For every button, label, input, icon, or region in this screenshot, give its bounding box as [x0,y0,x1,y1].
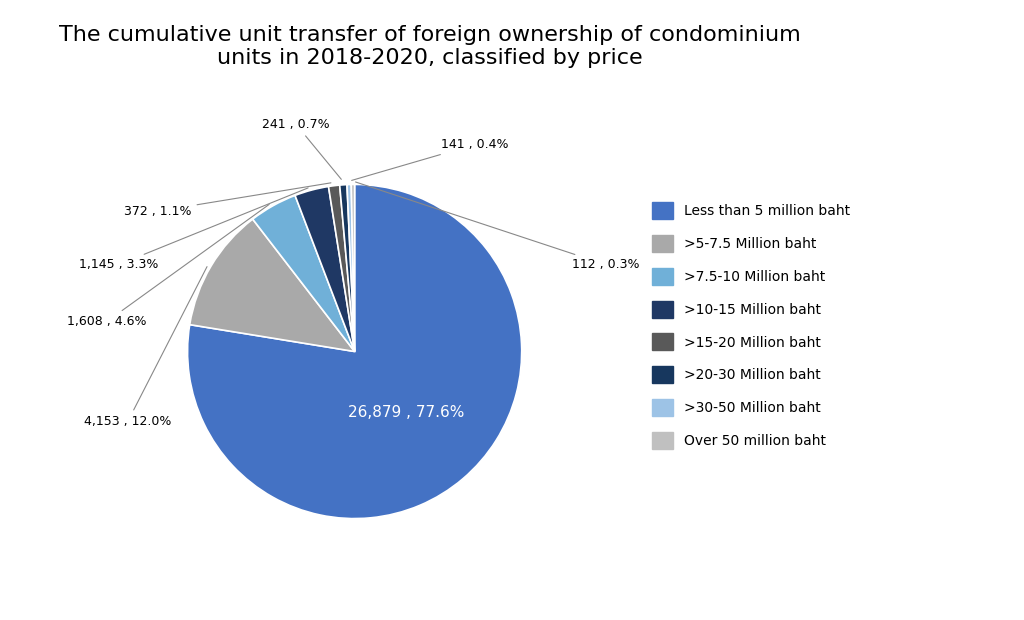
Text: 4,153 , 12.0%: 4,153 , 12.0% [84,267,207,428]
Wedge shape [351,184,354,352]
Legend: Less than 5 million baht, >5-7.5 Million baht, >7.5-10 Million baht, >10-15 Mill: Less than 5 million baht, >5-7.5 Million… [652,202,850,449]
Wedge shape [253,195,354,352]
Text: 1,145 , 3.3%: 1,145 , 3.3% [79,188,308,271]
Wedge shape [347,185,354,352]
Wedge shape [187,184,521,518]
Text: 141 , 0.4%: 141 , 0.4% [351,138,509,180]
Text: 372 , 1.1%: 372 , 1.1% [124,183,331,218]
Text: 112 , 0.3%: 112 , 0.3% [355,182,639,271]
Wedge shape [189,219,354,352]
Text: 1,608 , 4.6%: 1,608 , 4.6% [68,205,269,328]
Text: 26,879 , 77.6%: 26,879 , 77.6% [348,405,465,420]
Text: 241 , 0.7%: 241 , 0.7% [262,118,341,179]
Wedge shape [329,185,354,352]
Wedge shape [340,185,354,352]
Text: The cumulative unit transfer of foreign ownership of condominium
units in 2018-2: The cumulative unit transfer of foreign … [59,25,801,68]
Wedge shape [295,187,354,352]
